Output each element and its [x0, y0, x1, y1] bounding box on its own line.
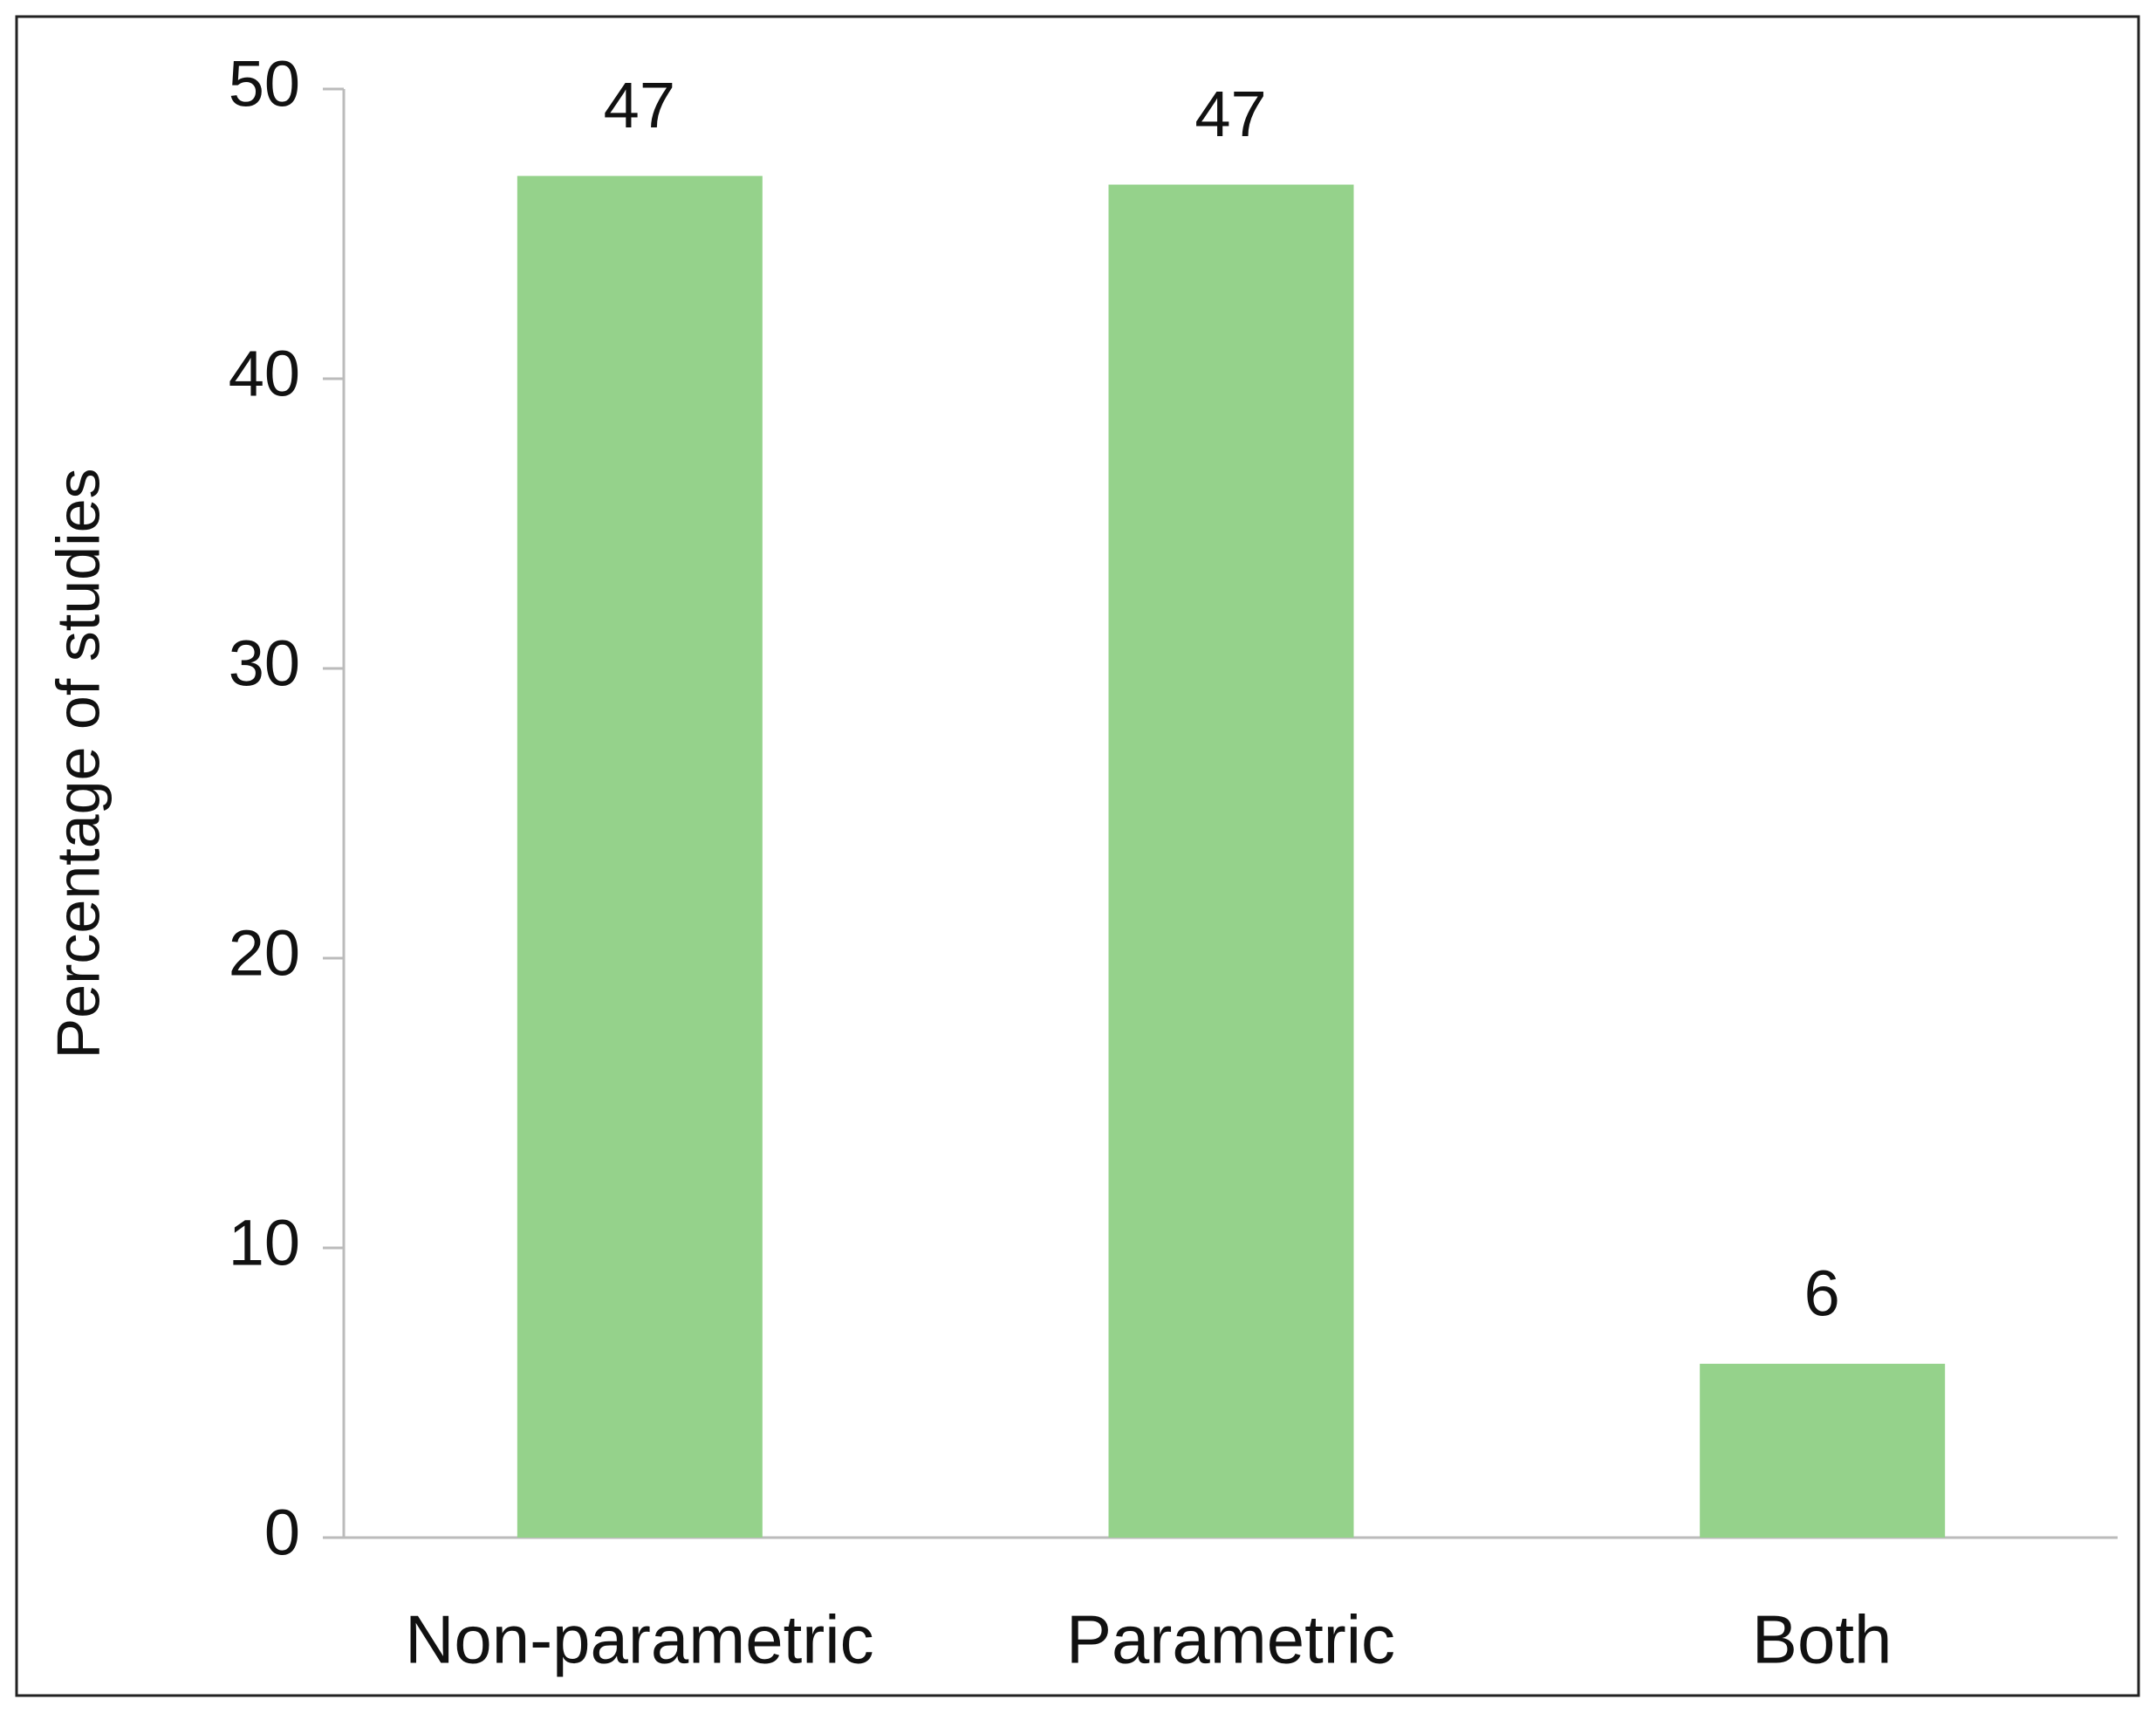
y-tick-label: 40 [229, 338, 300, 410]
bar [517, 175, 763, 1538]
data-label: 47 [1194, 78, 1266, 150]
x-tick-label: Both [1752, 1601, 1892, 1678]
data-label: 6 [1804, 1257, 1840, 1329]
y-axis-label: Percentage of studies [44, 468, 112, 1059]
y-tick-label: 30 [229, 627, 300, 700]
y-tick-label: 0 [264, 1497, 300, 1569]
x-tick-label: Parametric [1066, 1601, 1395, 1678]
y-tick-label: 10 [229, 1207, 300, 1279]
bar [1700, 1363, 1946, 1538]
data-label: 47 [604, 69, 675, 141]
y-tick-label: 20 [229, 917, 300, 990]
x-tick-label: Non-parametric [405, 1601, 874, 1678]
bar [1108, 184, 1354, 1538]
y-tick-label: 50 [229, 48, 300, 120]
